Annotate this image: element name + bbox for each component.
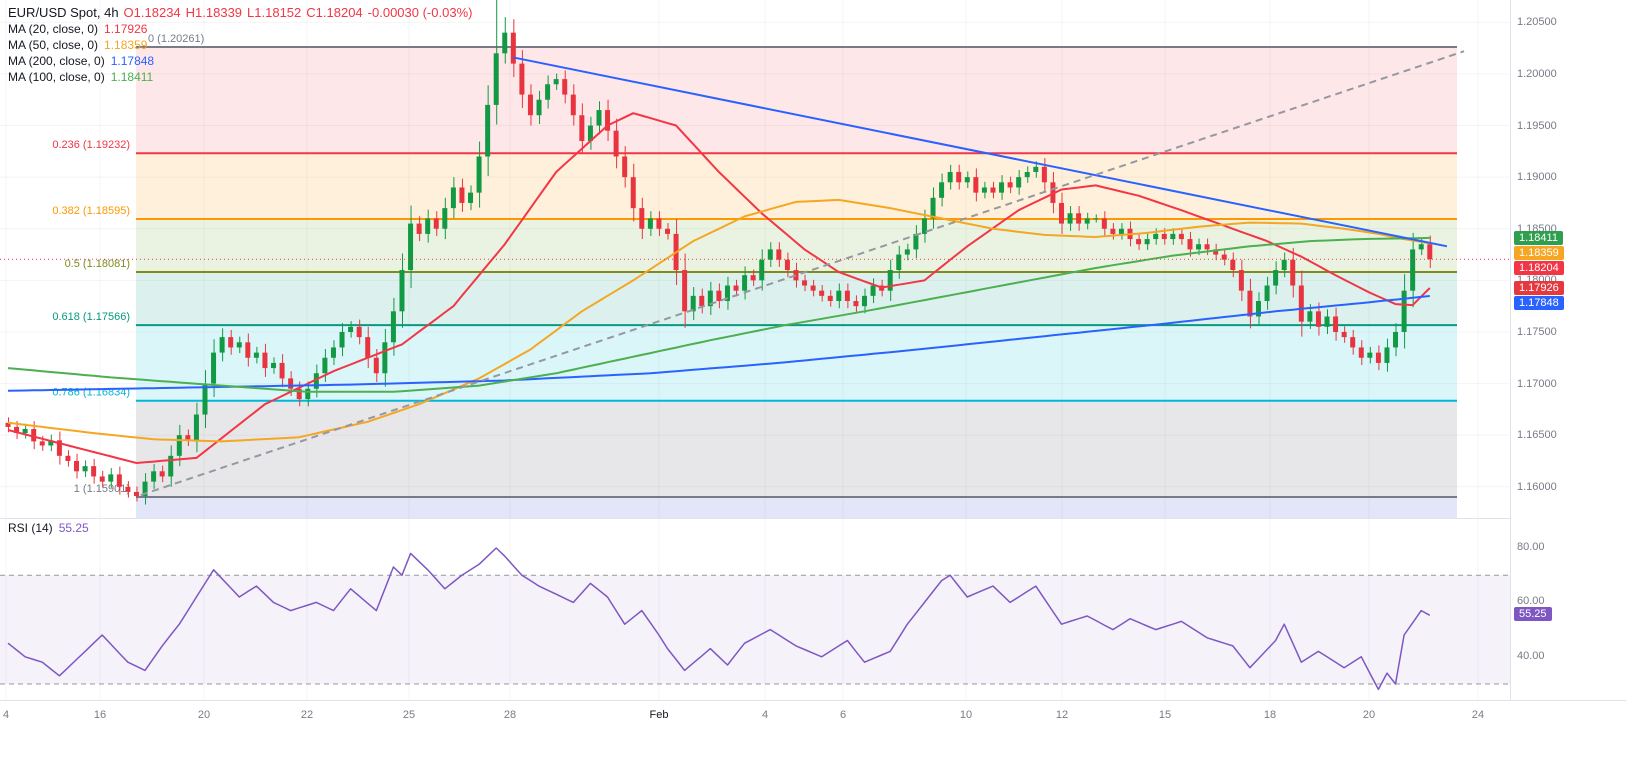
ma-label: MA (100, close, 0)	[8, 70, 105, 84]
ma-legend-row[interactable]: MA (100, close, 0) 1.18411	[8, 69, 472, 85]
rsi-band	[0, 575, 1510, 684]
fibonacci-zones	[136, 47, 1457, 518]
price-badge: 1.17926	[1514, 280, 1564, 295]
time-tick: 16	[93, 709, 107, 721]
ma-legend-row[interactable]: MA (200, close, 0) 1.17848	[8, 53, 472, 69]
time-tick: 22	[300, 709, 314, 721]
open-value: O1.18234	[123, 5, 181, 20]
price-tick: 1.16000	[1517, 480, 1557, 493]
time-tick: 15	[1158, 709, 1172, 721]
time-tick: 18	[1263, 709, 1277, 721]
ma-value: 1.18411	[110, 70, 154, 84]
price-tick: 1.19000	[1517, 171, 1557, 184]
price-tick: 1.17000	[1517, 377, 1557, 390]
rsi-tick: 60.00	[1517, 595, 1545, 608]
time-tick: 12	[1055, 709, 1069, 721]
ma-label: MA (20, close, 0)	[8, 22, 99, 36]
ma-value: 1.18359	[104, 38, 148, 52]
rsi-tick: 80.00	[1517, 541, 1545, 553]
fib-level-label: 0.5 (1.18081)	[65, 258, 130, 270]
rsi-legend[interactable]: RSI (14) 55.25	[8, 521, 89, 535]
ma50-line[interactable]	[7, 198, 1430, 443]
moving-average-lines	[7, 112, 1431, 464]
price-badge: 1.18411	[1514, 230, 1563, 245]
fibonacci-levels: 0 (1.20261) 0.236 (1.19232) 0.382 (1.18595…	[52, 33, 1457, 498]
time-tick: 6	[839, 709, 847, 721]
rsi-label: RSI (14)	[8, 521, 53, 535]
rsi-pane[interactable]	[0, 518, 1510, 701]
ma-value: 1.17848	[110, 54, 155, 68]
fib-level-label: 0.236 (1.19232)	[52, 139, 130, 151]
time-tick: 20	[1362, 709, 1376, 721]
time-tick: 20	[197, 709, 211, 721]
fib-level-label: 0.618 (1.17566)	[52, 311, 130, 323]
rsi-value: 55.25	[58, 521, 89, 535]
price-badge: 1.18359	[1514, 245, 1564, 260]
price-chart[interactable]: 0 (1.20261) 0.236 (1.19232) 0.382 (1.18595…	[0, 0, 1510, 518]
low-value: L1.18152	[247, 5, 302, 20]
price-tick: 1.20000	[1517, 67, 1557, 80]
price-tick: 1.20500	[1517, 16, 1557, 29]
trendlines	[140, 50, 1465, 496]
candles	[5, 0, 1433, 505]
rsi-chart[interactable]	[0, 519, 1510, 701]
ma-value: 1.17926	[104, 22, 148, 36]
time-tick: 28	[503, 709, 517, 721]
ma100-line[interactable]	[7, 236, 1430, 393]
fib-level-label: 1 (1.15901)	[74, 483, 130, 495]
ma-legend: MA (20, close, 0) 1.17926 MA (50, close, 0…	[8, 21, 472, 85]
rsi-tick: 40.00	[1517, 649, 1545, 662]
time-tick: 25	[402, 709, 416, 721]
price-tick: 1.17500	[1517, 325, 1557, 338]
high-value: H1.18339	[185, 5, 243, 20]
rsi-badge: 55.25	[1514, 607, 1552, 622]
price-tick: 1.19500	[1517, 119, 1557, 132]
price-pane[interactable]: 0 (1.20261) 0.236 (1.19232) 0.382 (1.18595…	[0, 0, 1510, 518]
ma-legend-row[interactable]: MA (50, close, 0) 1.18359	[8, 37, 472, 53]
ma-label: MA (50, close, 0)	[8, 38, 99, 52]
symbol-title[interactable]: EUR/USD Spot, 4h	[8, 5, 119, 20]
time-axis[interactable]: 4 16 20 22 25 28 Feb 4 6 10 12 15 18 20 24	[0, 700, 1626, 761]
fib-level-label: 0.382 (1.18595)	[52, 205, 130, 217]
time-tick: 24	[1471, 709, 1485, 721]
price-tick: 1.16500	[1517, 429, 1557, 442]
price-badge: 1.17848	[1514, 295, 1564, 310]
time-tick: 10	[959, 709, 973, 721]
change-value: -0.00030 (-0.03%)	[367, 5, 473, 20]
time-tick: Feb	[649, 709, 669, 721]
ma-label: MA (200, close, 0)	[8, 54, 105, 68]
close-value: C1.18204	[306, 5, 363, 20]
price-badge: 1.18204	[1514, 260, 1564, 275]
time-tick: 4	[761, 709, 769, 721]
ma20-line[interactable]	[7, 112, 1431, 464]
time-tick: 4	[2, 709, 10, 721]
ascending-dashed-trendline[interactable]	[140, 50, 1465, 496]
rsi-line[interactable]	[7, 547, 1431, 691]
descending-trendline[interactable]	[513, 56, 1448, 248]
fib-level-label: 0 (1.20261)	[148, 33, 204, 45]
price-axis[interactable]: 1.205001.200001.195001.190001.185001.180…	[1510, 0, 1626, 733]
ma-legend-row[interactable]: MA (20, close, 0) 1.17926	[8, 21, 472, 37]
chart-legend: EUR/USD Spot, 4h O1.18234 H1.18339 L1.18152…	[8, 5, 472, 85]
